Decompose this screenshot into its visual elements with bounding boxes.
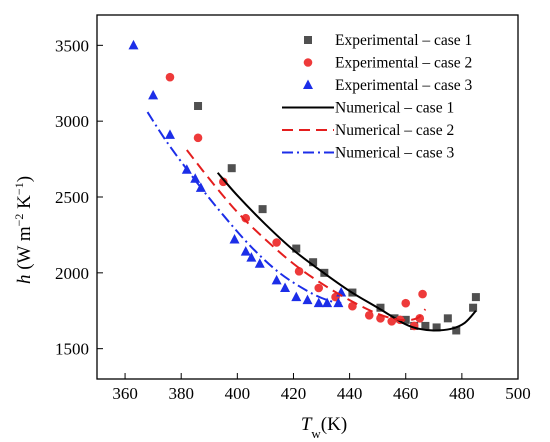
series-4 bbox=[216, 172, 477, 332]
y-tick-label: 3000 bbox=[55, 112, 89, 131]
data-point bbox=[165, 72, 175, 82]
y-axis-symbol: h bbox=[14, 275, 35, 285]
data-point bbox=[258, 205, 267, 214]
series-line-4 bbox=[216, 172, 477, 332]
data-point bbox=[443, 314, 452, 323]
data-point bbox=[401, 315, 410, 324]
legend-entry-1: Experimental – case 1 bbox=[304, 32, 472, 49]
legend-marker-swatch bbox=[303, 58, 313, 67]
legend-label: Numerical – case 2 bbox=[335, 122, 454, 139]
data-point bbox=[415, 314, 425, 323]
tick-layer: 360 380 400 420 440 460 480 500 1500 2000 2500 3000… bbox=[55, 36, 531, 403]
data-point bbox=[432, 323, 441, 332]
data-point bbox=[292, 244, 301, 253]
data-point bbox=[291, 291, 302, 302]
legend-label: Experimental – case 2 bbox=[335, 55, 472, 72]
data-point bbox=[418, 289, 427, 299]
data-point bbox=[128, 39, 139, 50]
y-axis-label: h (W m−2 K−1) bbox=[12, 176, 35, 284]
legend-label: Experimental – case 1 bbox=[335, 32, 472, 49]
legend-entry-6: Numerical – case 3 bbox=[282, 145, 454, 162]
data-point bbox=[471, 293, 480, 302]
y-tick-label: 2000 bbox=[55, 264, 89, 283]
y-tick-label: 3500 bbox=[55, 36, 89, 55]
data-point bbox=[272, 238, 281, 247]
data-point bbox=[376, 303, 385, 312]
data-point bbox=[313, 297, 324, 308]
series-line-5 bbox=[186, 149, 427, 322]
data-point bbox=[309, 258, 318, 267]
x-axis-unit: (K) bbox=[321, 414, 347, 435]
y-axis-unit: (W m bbox=[14, 226, 35, 274]
x-tick-label: 400 bbox=[225, 384, 251, 403]
data-point bbox=[401, 298, 411, 308]
y-tick-label: 2500 bbox=[55, 188, 89, 207]
x-tick-label: 500 bbox=[505, 384, 531, 403]
data-point bbox=[387, 317, 397, 326]
data-point bbox=[364, 311, 374, 320]
x-tick-label: 460 bbox=[393, 384, 419, 403]
x-tick-label: 420 bbox=[281, 384, 307, 403]
data-point bbox=[164, 129, 175, 139]
legend-label: Experimental – case 3 bbox=[335, 77, 473, 94]
y-axis-exp2: −1 bbox=[12, 182, 26, 195]
data-point bbox=[469, 303, 478, 312]
x-axis-sub: w bbox=[311, 426, 321, 441]
series-2 bbox=[165, 72, 427, 331]
data-point bbox=[193, 133, 203, 143]
x-tick-label: 480 bbox=[449, 384, 475, 403]
legend-entry-3: Experimental – case 3 bbox=[303, 77, 473, 94]
y-axis-exp1: −2 bbox=[12, 214, 26, 227]
legend-label: Numerical – case 3 bbox=[335, 145, 454, 162]
data-point bbox=[227, 164, 236, 173]
legend-marker-swatch bbox=[304, 36, 312, 44]
legend-entry-5: Numerical – case 2 bbox=[282, 122, 454, 139]
y-tick-label: 1500 bbox=[55, 340, 89, 359]
legend-entry-2: Experimental – case 2 bbox=[303, 55, 472, 72]
series-3 bbox=[128, 39, 347, 308]
data-point bbox=[190, 173, 201, 183]
series-5 bbox=[186, 149, 427, 322]
series-6 bbox=[146, 111, 342, 305]
data-point bbox=[240, 246, 251, 256]
series-layer bbox=[128, 39, 480, 335]
x-tick-label: 380 bbox=[168, 384, 194, 403]
legend-entry-4: Numerical – case 1 bbox=[282, 100, 454, 117]
series-line-6 bbox=[146, 111, 342, 305]
data-point bbox=[452, 326, 461, 335]
data-point bbox=[348, 301, 357, 311]
data-point bbox=[194, 102, 203, 110]
data-point bbox=[302, 294, 313, 305]
x-tick-label: 440 bbox=[337, 384, 363, 403]
data-point bbox=[229, 233, 240, 244]
data-point bbox=[294, 267, 304, 276]
x-axis-symbol: T bbox=[301, 414, 313, 435]
y-axis-unit2: K bbox=[14, 195, 35, 214]
x-axis-label: Tw(K) bbox=[301, 414, 347, 441]
data-point bbox=[148, 89, 159, 100]
data-point bbox=[271, 274, 282, 285]
data-point bbox=[241, 213, 251, 223]
y-axis-close: ) bbox=[14, 176, 35, 182]
data-point bbox=[280, 282, 291, 292]
legend-label: Numerical – case 1 bbox=[335, 100, 454, 117]
data-point bbox=[254, 258, 265, 268]
legend: Experimental – case 1 Experimental – case… bbox=[282, 32, 473, 162]
data-point bbox=[421, 321, 430, 330]
data-point bbox=[322, 297, 333, 308]
x-tick-label: 360 bbox=[112, 384, 138, 403]
data-point bbox=[246, 252, 257, 262]
legend-marker-swatch bbox=[303, 79, 313, 89]
plot-frame bbox=[96, 14, 519, 380]
data-point bbox=[219, 177, 228, 187]
data-point bbox=[314, 283, 324, 293]
